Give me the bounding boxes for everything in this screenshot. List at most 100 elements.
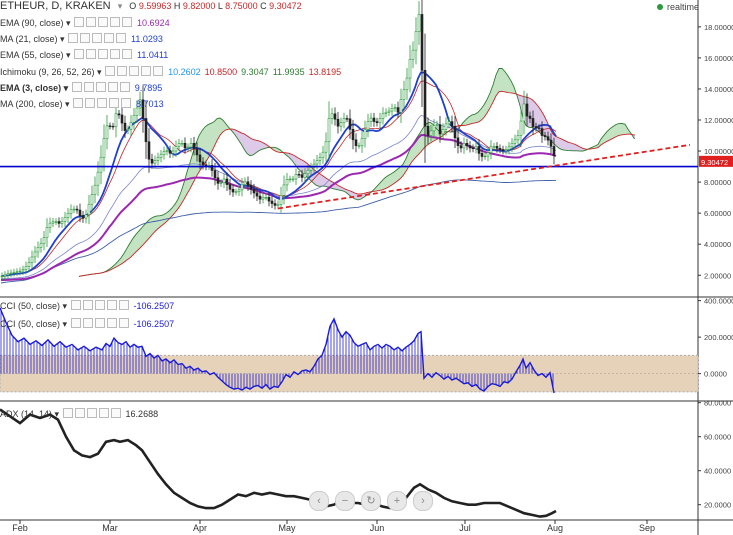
indicator-control-icon[interactable] xyxy=(70,318,81,328)
indicator-control-icon[interactable] xyxy=(68,33,79,44)
cci-y-tick-label: 0.0000 xyxy=(704,370,727,379)
legend-row-5[interactable]: MA (200, close) ▾ 8.7013 xyxy=(0,98,164,111)
scroll-left-button[interactable]: ‹ xyxy=(309,491,329,511)
indicator-name[interactable]: EMA (55, close) ▾ xyxy=(0,50,74,61)
candle xyxy=(459,145,463,149)
indicator-name[interactable]: Ichimoku (9, 26, 52, 26) ▾ xyxy=(0,66,105,77)
ichimoku-cloud-segment xyxy=(502,68,505,92)
ichimoku-cloud-segment xyxy=(379,180,382,191)
indicator-name[interactable]: CCI (50, close) ▾ xyxy=(0,301,70,311)
ichimoku-cloud-segment xyxy=(391,172,394,186)
lower-legend-row-1[interactable]: CCI (50, close) ▾ -106.2507 xyxy=(0,318,174,331)
candle xyxy=(369,117,373,122)
indicator-control-icon[interactable] xyxy=(83,81,94,92)
legend-row-4[interactable]: EMA (3, close) ▾ 9.7895 xyxy=(0,81,162,95)
ichimoku-cloud-segment xyxy=(349,190,352,198)
indicator-control-icon[interactable] xyxy=(110,49,121,60)
indicator-name[interactable]: EMA (90, close) ▾ xyxy=(0,18,74,28)
indicator-control-icon[interactable] xyxy=(106,318,117,328)
indicator-control-icon[interactable] xyxy=(73,98,84,108)
indicator-control-icon[interactable] xyxy=(118,300,129,310)
indicator-control-icon[interactable] xyxy=(82,318,93,328)
lower-legend-row-2[interactable]: ADX (14, 14) ▾ 16.2688 xyxy=(0,408,158,421)
indicator-value: 11.9935 xyxy=(272,66,305,77)
indicator-name[interactable]: ADX (14, 14) ▾ xyxy=(0,409,62,419)
ichimoku-cloud-segment xyxy=(574,143,577,151)
indicator-control-icon[interactable] xyxy=(129,65,140,76)
indicator-control-icon[interactable] xyxy=(92,33,103,44)
legend-row-0[interactable]: EMA (90, close) ▾ 10.6924 xyxy=(0,17,170,30)
indicator-control-icon[interactable] xyxy=(98,49,109,60)
indicator-control-icon[interactable] xyxy=(86,49,97,60)
indicator-control-icon[interactable] xyxy=(80,33,91,44)
ichimoku-cloud-segment xyxy=(529,97,532,128)
indicator-control-icon[interactable] xyxy=(141,65,152,76)
indicator-control-icon[interactable] xyxy=(74,17,85,27)
indicator-control-icon[interactable] xyxy=(62,408,73,418)
indicator-control-icon[interactable] xyxy=(109,98,120,108)
ichimoku-cloud-segment xyxy=(469,114,472,125)
candle xyxy=(378,118,382,124)
indicator-control-icon[interactable] xyxy=(110,17,121,27)
indicator-name[interactable]: CCI (50, close) ▾ xyxy=(0,319,70,329)
indicator-control-icon[interactable] xyxy=(106,300,117,310)
reset-view-button[interactable]: ↻ xyxy=(361,491,381,511)
legend-row-2[interactable]: EMA (55, close) ▾ 11.0411 xyxy=(0,49,168,62)
indicator-name[interactable]: MA (200, close) ▾ xyxy=(0,99,73,109)
indicator-control-icon[interactable] xyxy=(117,65,128,76)
indicator-control-icon[interactable] xyxy=(110,408,121,418)
candle xyxy=(507,146,511,150)
candle xyxy=(135,107,139,116)
indicator-control-icon[interactable] xyxy=(98,17,109,27)
indicator-control-icon[interactable] xyxy=(153,65,164,76)
ichimoku-cloud-segment xyxy=(253,139,256,155)
indicator-control-icon[interactable] xyxy=(98,408,109,418)
indicator-control-icon[interactable] xyxy=(71,81,82,92)
ichimoku-cloud-segment xyxy=(421,126,424,152)
indicator-control-icon[interactable] xyxy=(86,17,97,27)
indicator-control-icon[interactable] xyxy=(116,33,127,44)
indicator-control-icon[interactable] xyxy=(104,33,115,44)
indicator-name[interactable]: MA (21, close) ▾ xyxy=(0,34,68,45)
scroll-right-button[interactable]: › xyxy=(413,491,433,511)
ohlc-key: H xyxy=(173,1,183,11)
legend-row-3[interactable]: Ichimoku (9, 26, 52, 26) ▾ 10.2602 10.850… xyxy=(0,65,341,79)
ichimoku-cloud-segment xyxy=(208,123,211,159)
candle xyxy=(177,143,181,147)
indicator-control-icon[interactable] xyxy=(97,98,108,108)
indicator-control-icon[interactable] xyxy=(122,49,133,60)
ichimoku-cloud-segment xyxy=(211,121,214,153)
indicator-control-icon[interactable] xyxy=(119,81,130,92)
indicator-control-icon[interactable] xyxy=(82,300,93,310)
candle xyxy=(447,121,451,125)
candle xyxy=(225,178,229,185)
indicator-control-icon[interactable] xyxy=(86,408,97,418)
indicator-control-icon[interactable] xyxy=(107,81,118,92)
indicator-control-icon[interactable] xyxy=(105,65,116,76)
adx-y-tick-label: 60.0000 xyxy=(704,433,731,442)
lower-legend-row-0[interactable]: CCI (50, close) ▾ -106.2507 xyxy=(0,300,174,313)
indicator-control-icon[interactable] xyxy=(122,17,133,27)
indicator-control-icon[interactable] xyxy=(74,49,85,60)
candle xyxy=(465,142,469,146)
candle xyxy=(54,221,58,223)
legend-row-1[interactable]: MA (21, close) ▾ 11.0293 xyxy=(0,33,163,46)
candle xyxy=(63,217,67,222)
indicator-control-icon[interactable] xyxy=(85,98,96,108)
indicator-control-icon[interactable] xyxy=(118,318,129,328)
indicator-control-icon[interactable] xyxy=(95,81,106,92)
indicator-control-icon[interactable] xyxy=(74,408,85,418)
symbol-title: ETHEUR, D, KRAKEN xyxy=(0,0,111,12)
indicator-control-icon[interactable] xyxy=(121,98,132,108)
indicator-control-icon[interactable] xyxy=(94,300,105,310)
indicator-control-icon[interactable] xyxy=(70,300,81,310)
indicator-control-icon[interactable] xyxy=(94,318,105,328)
zoom-in-button[interactable]: + xyxy=(387,491,407,511)
candle xyxy=(336,118,340,127)
ohlc-value: 9.30472 xyxy=(269,1,302,11)
ohlc-value: 8.75000 xyxy=(225,1,261,11)
candle xyxy=(411,49,415,60)
candle xyxy=(327,118,331,143)
indicator-name[interactable]: EMA (3, close) ▾ xyxy=(0,82,71,93)
zoom-out-button[interactable]: − xyxy=(335,491,355,511)
